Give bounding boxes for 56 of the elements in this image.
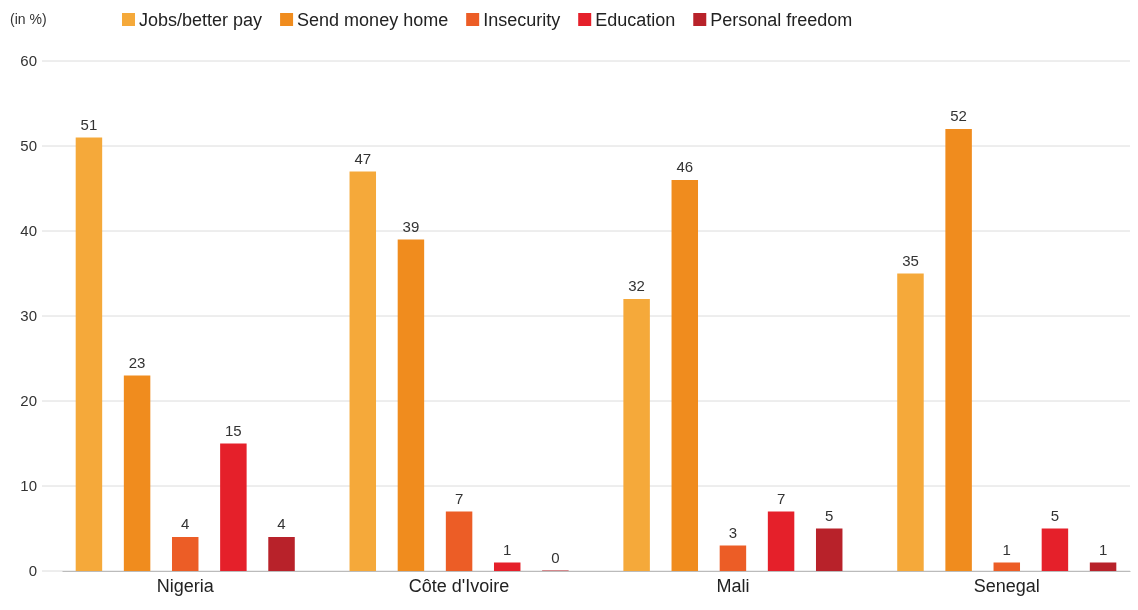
data-label: 7 [454,489,464,507]
bar [897,273,924,571]
y-tick-label: 30 [20,307,37,325]
data-label: 39 [402,217,420,235]
y-tick-label: 40 [20,222,37,240]
data-label: 46 [676,158,694,175]
data-label: 0 [551,549,560,566]
bar [268,537,295,571]
legend-label: Insecurity [483,10,561,30]
data-label: 15 [225,421,242,439]
bar [445,511,473,571]
bar [397,239,425,571]
legend-label: Education [595,10,676,30]
x-tick-label: Nigeria [156,576,215,596]
data-label: 4 [277,515,286,532]
data-label: 51 [80,115,98,133]
data-label: 3 [728,523,738,541]
legend-label: Send money home [297,10,449,30]
data-label: 35 [902,251,919,269]
x-tick-label: Senegal [973,576,1040,596]
data-label: 5 [1050,506,1060,524]
bar [171,537,199,571]
data-label: 5 [825,506,834,524]
data-label: 4 [181,515,190,532]
bar [220,443,247,571]
data-label: 1 [503,540,512,558]
data-label: 52 [950,107,967,124]
x-tick-label: Côte d'Ivoire [408,576,510,596]
bar [671,180,699,571]
bar [945,129,972,571]
bar [993,562,1021,571]
bar [123,375,151,571]
y-tick-label: 60 [20,52,37,70]
legend-label: Personal freedom [710,10,853,30]
bar [623,299,650,571]
y-axis-title: (in %) [10,11,47,27]
bar [767,511,795,571]
data-label: 7 [776,489,786,507]
data-label: 47 [354,149,372,167]
bar [1041,528,1069,571]
x-tick-label: Mali [716,576,750,596]
bar [815,528,843,571]
data-label: 23 [128,353,146,371]
data-label: 32 [628,277,645,294]
data-label: 1 [1002,540,1011,558]
bar [1089,562,1117,571]
data-label: 1 [1098,540,1108,558]
legend-label: Jobs/better pay [139,10,263,30]
y-tick-label: 10 [20,477,37,495]
bar [349,171,377,571]
y-tick-label: 0 [28,562,37,580]
bar [719,545,747,571]
y-tick-label: 20 [20,392,37,410]
bar [493,562,521,571]
y-tick-label: 50 [20,137,37,155]
bar [75,137,103,571]
